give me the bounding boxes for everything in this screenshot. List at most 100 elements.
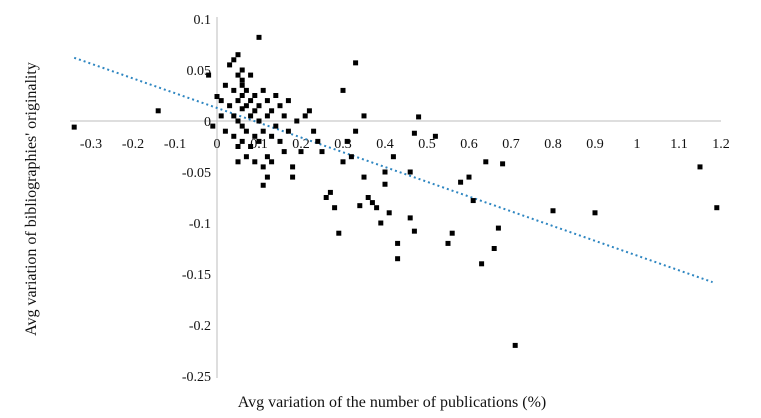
data-point [222, 82, 228, 88]
data-point [353, 128, 359, 134]
data-point [235, 52, 241, 58]
data-point [239, 67, 245, 73]
y-tick-label: -0.25 [182, 370, 211, 385]
data-point [231, 113, 237, 119]
x-tick-labels: -0.3 -0.2 -0.1 0 0.1 0.2 0.3 0.4 0.5 0.6 0.7 0.8 0.9… [80, 137, 730, 152]
data-point [155, 108, 161, 114]
data-point [260, 128, 266, 134]
data-point [382, 181, 388, 187]
data-point [277, 103, 283, 109]
data-point [592, 210, 598, 216]
data-point [344, 138, 350, 144]
data-point [432, 133, 438, 139]
data-point [256, 34, 262, 40]
x-tick-label: 0.2 [292, 137, 310, 152]
x-tick-label: 0.9 [586, 137, 604, 152]
data-point [332, 205, 338, 211]
data-point [248, 113, 254, 119]
data-point [411, 228, 417, 234]
y-tick-labels: 0.1 0.05 0 -0.05 -0.1 -0.15 -0.2 -0.25 [182, 13, 211, 385]
data-point [365, 195, 371, 200]
data-point [445, 240, 451, 246]
data-point [264, 154, 270, 160]
data-point [306, 108, 312, 114]
data-point [302, 113, 308, 119]
data-point [327, 189, 333, 195]
data-point [285, 98, 291, 104]
data-point [256, 118, 262, 124]
y-tick-label: -0.1 [189, 217, 211, 232]
data-point [500, 161, 506, 167]
data-point [227, 103, 233, 109]
data-point [315, 138, 321, 144]
data-point [361, 113, 367, 119]
data-point [239, 82, 245, 88]
data-point [214, 94, 220, 100]
data-point [277, 138, 283, 144]
data-point [239, 123, 245, 129]
x-tick-label: 1.1 [670, 137, 688, 152]
data-point [231, 87, 237, 93]
x-tick-label: 0.5 [418, 137, 436, 152]
data-point [290, 164, 296, 170]
data-point [239, 77, 245, 83]
data-point [231, 57, 237, 63]
data-point [336, 230, 342, 236]
data-point [390, 154, 396, 160]
data-point [218, 98, 224, 104]
data-point [348, 154, 354, 160]
data-point [378, 220, 384, 226]
data-point [206, 72, 212, 78]
data-point [298, 149, 304, 155]
data-point [411, 130, 417, 136]
data-point [374, 205, 380, 211]
x-tick-label: -0.3 [80, 137, 102, 152]
data-point [407, 169, 413, 175]
data-point [71, 124, 77, 130]
x-tick-label: 0 [214, 137, 221, 152]
x-tick-label: 0.6 [460, 137, 478, 152]
x-tick-label: 1 [634, 137, 641, 152]
data-point [260, 182, 266, 188]
data-point [248, 144, 254, 149]
data-point [353, 60, 359, 66]
x-axis-title: Avg variation of the number of publicati… [238, 394, 547, 411]
data-point [218, 113, 224, 119]
data-point [235, 159, 241, 165]
data-point [260, 164, 266, 170]
data-point [285, 128, 291, 134]
data-point [361, 174, 367, 180]
data-point [479, 261, 485, 267]
trendline [73, 56, 713, 284]
data-point [210, 123, 216, 129]
data-point [382, 169, 388, 175]
data-point [458, 179, 464, 185]
data-point [256, 103, 262, 109]
data-point [466, 174, 472, 180]
data-point [273, 123, 279, 129]
data-point [252, 93, 258, 98]
data-point [491, 246, 497, 251]
data-point [248, 98, 254, 104]
y-tick-label: 0.05 [187, 64, 212, 79]
data-point [386, 210, 392, 216]
y-tick-label: -0.05 [182, 166, 211, 181]
data-point [239, 93, 245, 98]
data-point [252, 159, 258, 165]
data-point [235, 72, 241, 78]
y-axis-title: Avg variation of bibliographies' origina… [23, 62, 40, 336]
data-point [294, 118, 300, 124]
data-point [269, 108, 275, 114]
data-point [239, 106, 245, 112]
data-point [281, 149, 287, 155]
data-point [231, 133, 237, 139]
data-point [357, 203, 363, 209]
data-point [273, 93, 279, 98]
data-point [248, 72, 254, 78]
data-point [697, 164, 703, 170]
data-point [281, 113, 287, 119]
axes [70, 17, 721, 378]
y-tick-label: -0.2 [189, 319, 211, 334]
data-point [252, 108, 258, 114]
